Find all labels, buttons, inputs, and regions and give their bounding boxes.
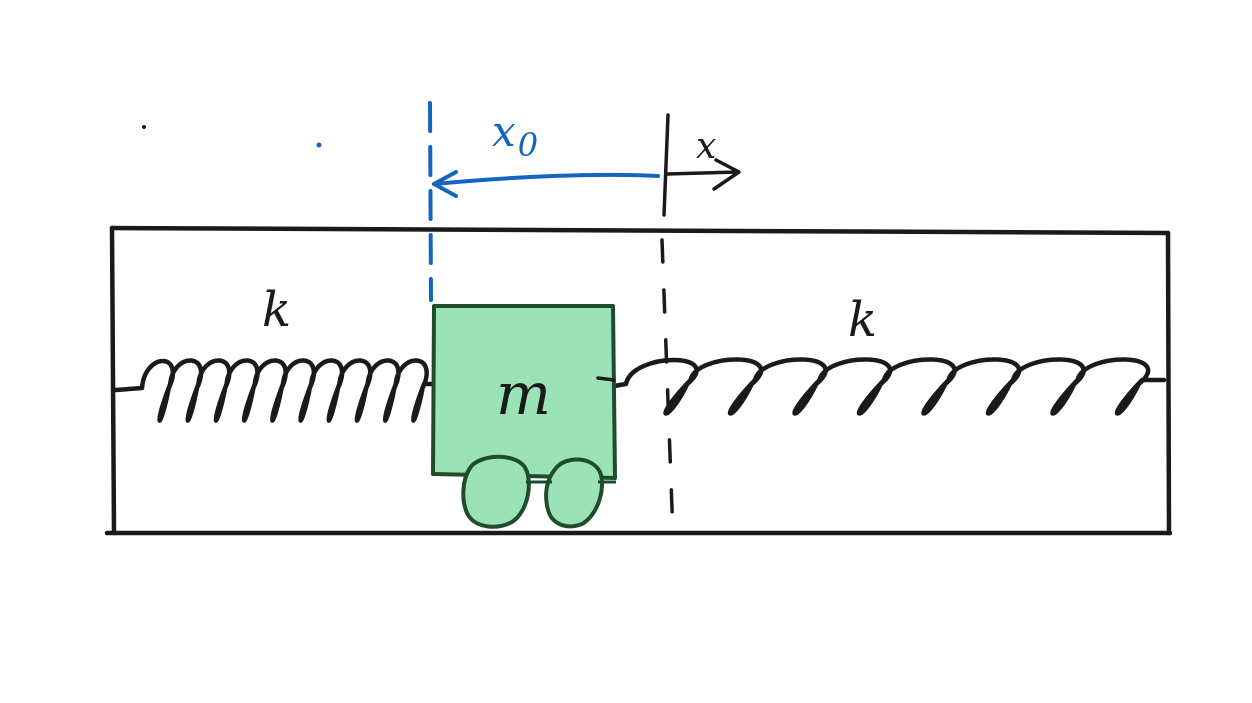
equilibrium-dashed-line — [660, 238, 675, 537]
container-left-wall — [109, 225, 117, 536]
displacement-arrow-shaft — [432, 172, 660, 186]
right-wheel — [544, 457, 604, 529]
right-spring-label: k — [848, 292, 877, 348]
left-spring-label: k — [262, 282, 291, 338]
mass-label: m — [496, 360, 551, 428]
mass-block — [431, 304, 617, 480]
right-spring — [611, 357, 1167, 416]
initial-position-dashed-line — [428, 101, 433, 302]
initial-displacement-label: x0 — [492, 107, 538, 164]
coordinate-arrow-shaft — [665, 170, 740, 176]
left-spring — [113, 358, 435, 423]
coordinate-label: x — [696, 126, 716, 167]
stray-dot-blue — [316, 142, 322, 148]
stray-dot-black — [142, 125, 146, 129]
left-wheel — [461, 454, 531, 529]
container-right-wall — [1165, 230, 1172, 536]
container-top-wall — [109, 225, 1171, 236]
coordinate-arrow-head — [712, 158, 741, 191]
equilibrium-tick — [662, 113, 670, 217]
displacement-arrow-head — [432, 170, 458, 198]
right-spring-attachment — [596, 376, 616, 382]
